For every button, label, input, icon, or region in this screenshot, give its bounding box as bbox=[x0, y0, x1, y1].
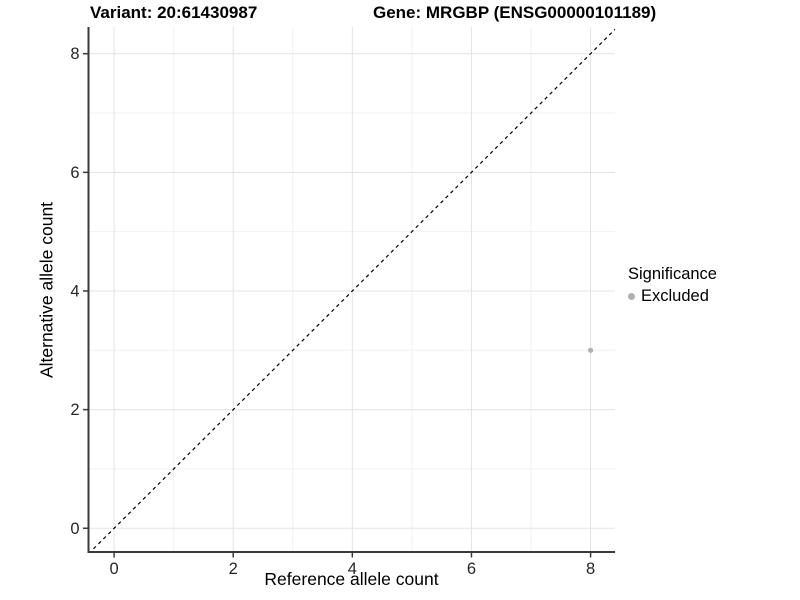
y-tick-label: 2 bbox=[70, 401, 79, 419]
x-tick-label: 8 bbox=[586, 560, 595, 578]
x-tick-label: 2 bbox=[229, 560, 238, 578]
y-tick-label: 0 bbox=[70, 520, 79, 538]
y-tick-label: 6 bbox=[70, 164, 79, 182]
y-tick-label: 8 bbox=[70, 45, 79, 63]
legend-item-excluded: Excluded bbox=[628, 287, 717, 306]
y-axis-label: Alternative allele count bbox=[36, 201, 57, 379]
x-tick-label: 4 bbox=[348, 560, 357, 578]
legend-item-label: Excluded bbox=[641, 287, 709, 305]
data-point-excluded bbox=[587, 347, 594, 353]
identity-line bbox=[89, 28, 615, 552]
x-tick-label: 0 bbox=[110, 560, 119, 578]
legend-title: Significance bbox=[628, 265, 717, 283]
legend: Significance Excluded bbox=[628, 265, 717, 306]
y-tick-label: 4 bbox=[70, 282, 79, 300]
legend-point-icon bbox=[628, 293, 635, 300]
x-axis-label: Reference allele count bbox=[264, 569, 439, 589]
x-tick-label: 6 bbox=[467, 560, 476, 578]
plot-title-gene: Gene: MRGBP (ENSG00000101189) bbox=[373, 3, 657, 22]
plot-title-variant: Variant: 20:61430987 bbox=[90, 3, 258, 22]
